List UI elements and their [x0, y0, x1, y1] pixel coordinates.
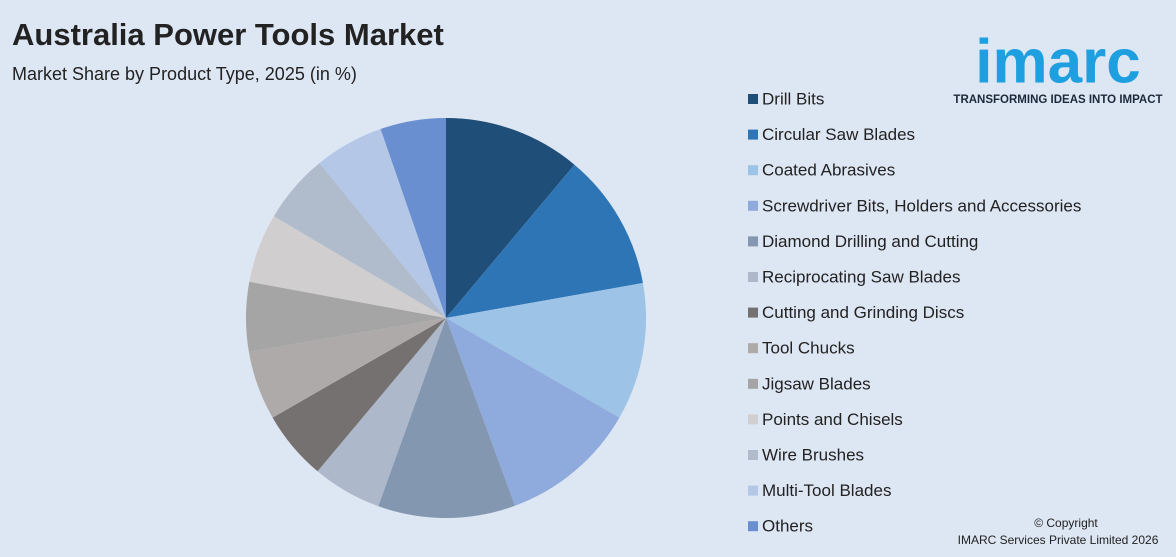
pie-slice: [249, 216, 446, 318]
legend-label: Reciprocating Saw Blades: [762, 267, 960, 286]
legend-label: Jigsaw Blades: [762, 374, 871, 393]
legend-swatch: [748, 236, 758, 247]
logo: imarc: [975, 27, 1140, 96]
legend-swatch: [748, 272, 758, 282]
legend-label: Screwdriver Bits, Holders and Accessorie…: [762, 196, 1081, 215]
pie-slice: [446, 118, 575, 318]
legend-swatch: [748, 165, 758, 176]
legend-label: Tool Chucks: [762, 339, 855, 358]
legend-label: Circular Saw Blades: [762, 125, 915, 144]
legend-swatch: [748, 200, 758, 211]
legend-swatch: [748, 485, 758, 496]
pie-slice: [378, 318, 515, 518]
chart-subtitle: Market Share by Product Type, 2025 (in %…: [12, 64, 357, 84]
pie-slice: [317, 318, 446, 507]
pie-slice: [446, 282, 646, 418]
copyright: © Copyright: [1034, 516, 1098, 530]
pie-slice: [380, 118, 446, 318]
logo-tagline: TRANSFORMING IDEAS INTO IMPACT: [953, 94, 1162, 106]
chart-title: Australia Power Tools Market: [12, 17, 444, 52]
legend-swatch: [748, 378, 758, 389]
legend-swatch: [748, 307, 758, 318]
legend-label: Drill Bits: [762, 89, 824, 108]
legend-swatch: [748, 94, 758, 104]
legend-label: Others: [762, 517, 813, 536]
pie-slice: [446, 318, 620, 506]
legend-label: Diamond Drilling and Cutting: [762, 232, 978, 251]
pie-slice: [246, 281, 446, 352]
copyright: IMARC Services Private Limited 2026: [958, 533, 1159, 547]
legend-swatch: [748, 521, 758, 532]
legend-label: Cutting and Grinding Discs: [762, 303, 964, 322]
pie-slice: [319, 128, 446, 318]
pie-slice: [446, 164, 643, 318]
legend-label: Points and Chisels: [762, 410, 903, 429]
legend-label: Coated Abrasives: [762, 161, 895, 180]
legend-swatch: [748, 343, 758, 354]
pie-slice: [273, 163, 446, 318]
pie-slice: [248, 318, 446, 418]
legend-swatch: [748, 450, 758, 460]
legend-swatch: [748, 129, 758, 140]
legend-swatch: [748, 414, 758, 425]
legend-label: Wire Brushes: [762, 445, 864, 464]
pie-slice: [272, 318, 446, 472]
legend-label: Multi-Tool Blades: [762, 481, 891, 500]
